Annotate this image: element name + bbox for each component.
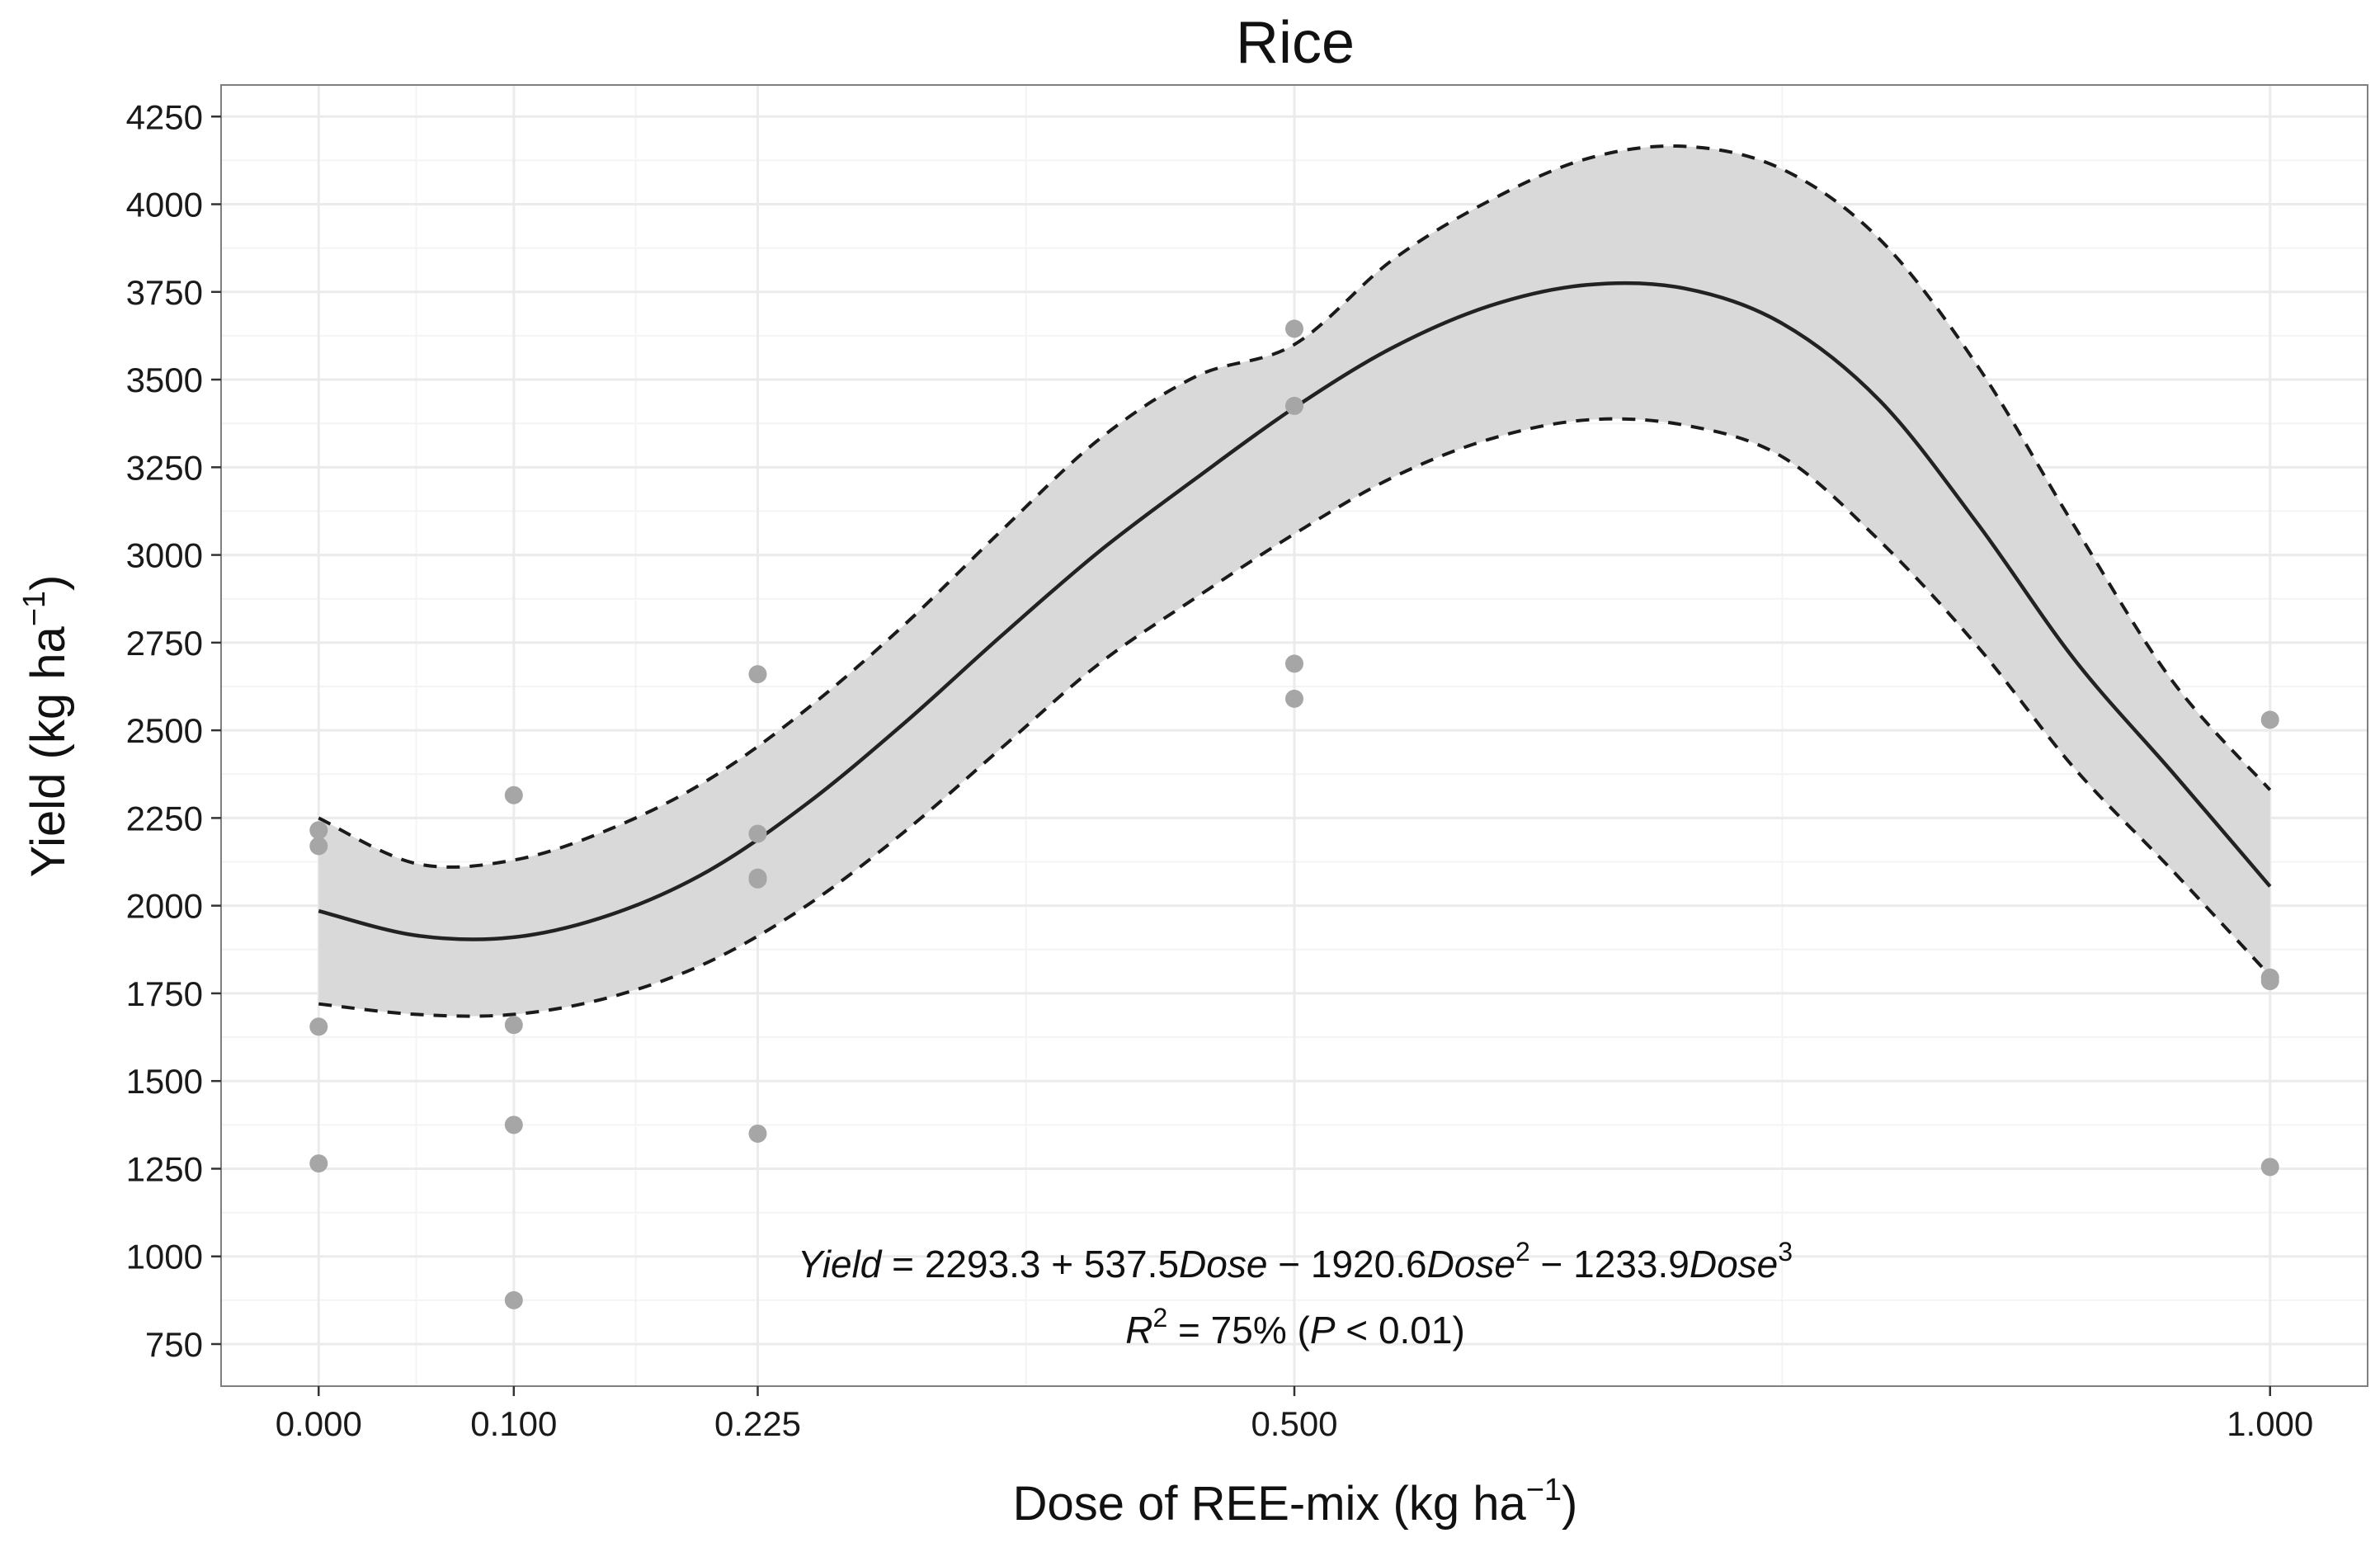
data-point	[1285, 689, 1303, 708]
fitted-curve	[318, 281, 2272, 941]
y-tick-label: 2250	[126, 799, 203, 837]
x-tick-label: 0.225	[714, 1404, 801, 1443]
x-tick-label: 0.100	[470, 1404, 557, 1443]
y-tick-label: 2750	[126, 624, 203, 663]
data-point	[1285, 654, 1303, 673]
data-point	[504, 1116, 523, 1135]
y-tick-label: 1250	[126, 1149, 203, 1188]
data-point	[748, 665, 767, 684]
data-point	[504, 785, 523, 804]
y-tick-label: 3250	[126, 448, 203, 487]
y-tick-label: 3500	[126, 361, 203, 399]
data-point	[504, 1290, 523, 1309]
y-tick-label: 3000	[126, 536, 203, 575]
x-tick-label: 0.500	[1251, 1404, 1337, 1443]
y-tick-label: 3750	[126, 273, 203, 312]
data-point	[748, 1124, 767, 1143]
y-tick-label: 750	[145, 1325, 203, 1364]
data-point	[309, 837, 328, 856]
confidence-band	[318, 145, 2270, 1017]
data-point	[309, 1017, 328, 1036]
y-tick-label: 1500	[126, 1062, 203, 1101]
x-tick-label: 1.000	[2227, 1404, 2313, 1443]
data-point	[1285, 319, 1303, 338]
y-tick-label: 4250	[126, 97, 203, 136]
y-tick-label: 1000	[126, 1238, 203, 1276]
data-point	[504, 1016, 523, 1035]
y-tick-label: 2000	[126, 887, 203, 926]
y-axis: 750 1000 1250 1500 1750 2000 2250 2500 2750 3000 3…	[126, 97, 221, 1364]
data-point	[2260, 972, 2279, 991]
y-tick-label: 4000	[126, 186, 203, 224]
data-point	[748, 870, 767, 889]
r-squared-annotation: R2 = 75% (P < 0.01)	[1125, 1303, 1465, 1352]
upper-confidence-line	[318, 144, 2272, 869]
data-points	[309, 319, 2279, 1309]
chart-title: Rice	[1236, 10, 1355, 76]
data-point	[2260, 710, 2279, 729]
x-axis: 0.000 0.100 0.225 0.500 1.000	[276, 1386, 2313, 1443]
data-point	[1285, 396, 1303, 415]
data-point	[309, 1154, 328, 1173]
x-tick-label: 0.000	[276, 1404, 362, 1443]
y-axis-title: Yield (kg ha−1)	[17, 575, 75, 878]
y-tick-label: 2500	[126, 711, 203, 750]
data-point	[748, 824, 767, 843]
y-tick-label: 1750	[126, 974, 203, 1013]
data-point	[309, 821, 328, 840]
data-point	[2260, 1158, 2279, 1177]
regression-equation: Yield = 2293.3 + 537.5Dose − 1920.6Dose2…	[798, 1237, 1793, 1285]
x-axis-title: Dose of REE-mix (kg ha−1)	[1013, 1473, 1578, 1531]
